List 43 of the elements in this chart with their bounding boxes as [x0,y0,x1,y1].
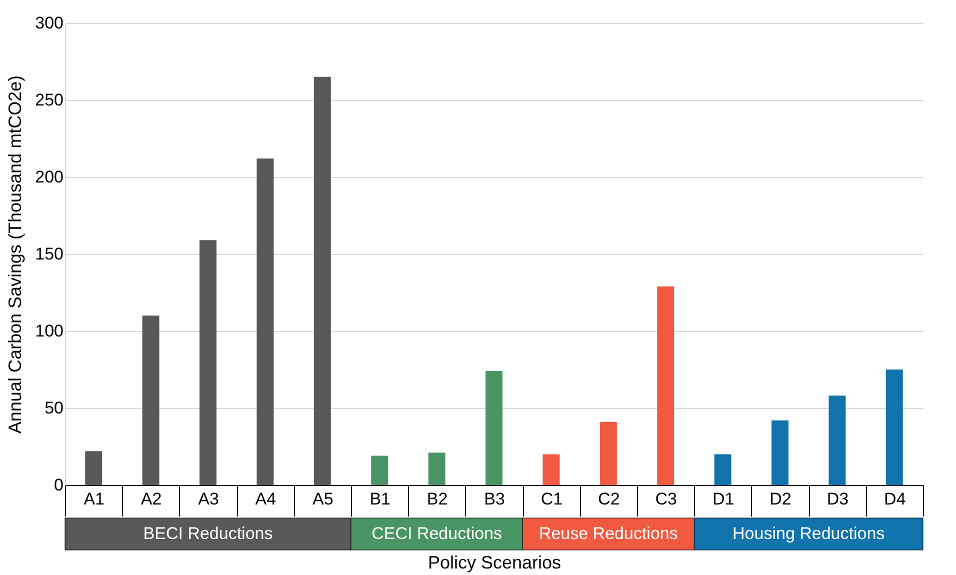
bar [772,420,788,485]
y-tick-label: 50 [44,398,64,418]
y-tick-label: 100 [35,322,64,340]
bar [314,76,331,485]
y-tick-label: 250 [35,90,64,110]
bar [486,371,502,485]
x-tick-label: B2 [426,490,448,508]
bar [714,454,732,485]
bar [142,316,160,485]
y-tick-label: 0 [54,476,64,494]
bar [200,240,216,485]
x-axis-title: Policy Scenarios [428,552,562,572]
bar [428,452,446,485]
text: BECI Reductions [143,524,273,543]
bar [886,370,903,485]
text: Housing Reductions [732,524,885,543]
x-tick-label: D4 [884,490,906,508]
x-tick-label: C3 [655,490,677,508]
bar [657,286,674,485]
y-axis-title: Annual Carbon Savings (Thousand mtCO2e) [5,75,26,434]
text: Reuse Reductions [538,524,678,543]
bar [600,422,617,485]
bar [542,454,560,485]
x-tick-label: A2 [140,490,162,508]
bar [85,451,102,485]
x-tick-label: D2 [770,490,792,508]
x-tick-label: D3 [826,490,849,508]
y-tick-label: 300 [35,14,64,32]
bar [256,158,274,485]
bar [371,456,388,485]
x-tick-label: C1 [540,490,563,508]
x-tick-label: B3 [484,490,505,508]
x-tick-label: A1 [84,490,104,508]
text: CECI Reductions [372,524,502,543]
x-tick-label: A3 [198,490,219,508]
y-tick-label: 150 [35,244,64,264]
x-tick-label: B1 [370,490,390,508]
x-tick-label: A5 [312,490,334,508]
x-tick-label: A4 [255,490,276,508]
x-tick-label: D1 [712,490,734,508]
x-tick-label: C2 [598,490,620,508]
y-tick-label: 200 [35,168,64,186]
bar [828,396,846,485]
